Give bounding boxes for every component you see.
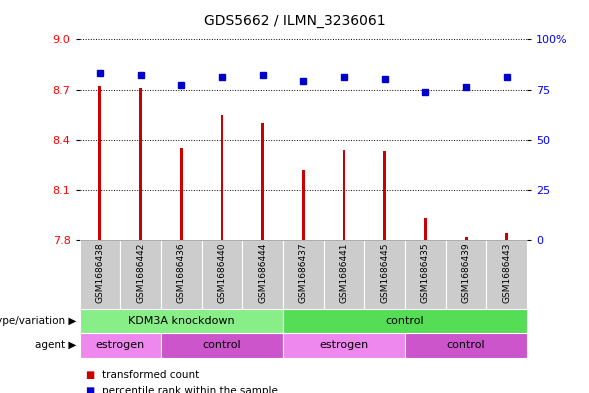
Bar xyxy=(161,333,283,358)
Text: agent ▶: agent ▶ xyxy=(35,340,77,351)
Text: GSM1686439: GSM1686439 xyxy=(462,242,471,303)
Bar xyxy=(383,151,386,240)
Bar xyxy=(465,237,468,240)
Bar xyxy=(261,123,264,240)
Text: control: control xyxy=(203,340,241,351)
Bar xyxy=(505,233,508,240)
Bar xyxy=(446,240,487,309)
Bar xyxy=(343,150,346,240)
Text: GSM1686441: GSM1686441 xyxy=(339,242,349,303)
Bar xyxy=(180,148,183,240)
Text: estrogen: estrogen xyxy=(95,340,145,351)
Text: GSM1686438: GSM1686438 xyxy=(95,242,104,303)
Text: estrogen: estrogen xyxy=(319,340,369,351)
Text: GSM1686442: GSM1686442 xyxy=(136,242,145,303)
Text: ■: ■ xyxy=(85,386,95,393)
Bar xyxy=(80,240,120,309)
Bar xyxy=(283,333,405,358)
Text: control: control xyxy=(386,316,425,326)
Bar xyxy=(98,86,101,240)
Text: GDS5662 / ILMN_3236061: GDS5662 / ILMN_3236061 xyxy=(204,14,385,28)
Bar xyxy=(324,240,365,309)
Bar xyxy=(302,170,305,240)
Bar xyxy=(220,115,223,240)
Text: KDM3A knockdown: KDM3A knockdown xyxy=(128,316,234,326)
Bar xyxy=(80,333,161,358)
Bar xyxy=(120,240,161,309)
Bar xyxy=(283,240,324,309)
Bar xyxy=(283,309,527,333)
Text: percentile rank within the sample: percentile rank within the sample xyxy=(102,386,278,393)
Text: GSM1686437: GSM1686437 xyxy=(299,242,308,303)
Text: GSM1686435: GSM1686435 xyxy=(421,242,430,303)
Text: GSM1686436: GSM1686436 xyxy=(177,242,186,303)
Bar xyxy=(487,240,527,309)
Bar xyxy=(201,240,242,309)
Text: GSM1686445: GSM1686445 xyxy=(380,242,389,303)
Text: control: control xyxy=(447,340,485,351)
Bar xyxy=(365,240,405,309)
Bar xyxy=(80,309,283,333)
Bar xyxy=(424,219,427,240)
Text: GSM1686444: GSM1686444 xyxy=(258,242,267,303)
Bar xyxy=(242,240,283,309)
Text: genotype/variation ▶: genotype/variation ▶ xyxy=(0,316,77,326)
Bar xyxy=(405,333,527,358)
Text: transformed count: transformed count xyxy=(102,370,199,380)
Bar xyxy=(405,240,446,309)
Text: GSM1686443: GSM1686443 xyxy=(502,242,511,303)
Bar xyxy=(161,240,201,309)
Text: ■: ■ xyxy=(85,370,95,380)
Bar xyxy=(139,88,142,240)
Text: GSM1686440: GSM1686440 xyxy=(217,242,226,303)
